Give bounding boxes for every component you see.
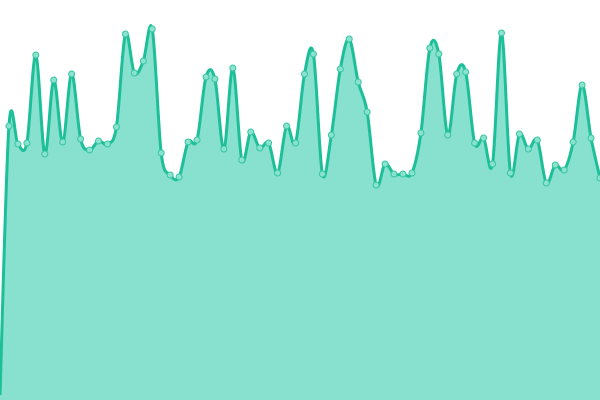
- data-point: [435, 50, 443, 58]
- data-point: [211, 75, 219, 83]
- data-point: [354, 78, 362, 86]
- data-point: [515, 130, 523, 138]
- data-point: [86, 146, 94, 154]
- data-point: [560, 166, 568, 174]
- data-point: [381, 160, 389, 168]
- data-point: [59, 138, 67, 146]
- data-point: [292, 139, 300, 147]
- data-point: [32, 51, 40, 59]
- data-point: [408, 169, 416, 177]
- data-point: [14, 140, 22, 148]
- data-point: [417, 129, 425, 137]
- data-point: [265, 139, 273, 147]
- data-point: [327, 131, 335, 139]
- data-point: [309, 50, 317, 58]
- data-point: [444, 131, 452, 139]
- data-point: [166, 171, 174, 179]
- data-point: [184, 138, 192, 146]
- data-point: [551, 161, 559, 169]
- data-point: [41, 150, 49, 158]
- data-point: [578, 81, 586, 89]
- data-point: [148, 25, 156, 33]
- data-point: [193, 136, 201, 144]
- data-point: [229, 64, 237, 72]
- data-point: [202, 73, 210, 81]
- data-point: [372, 181, 380, 189]
- data-point: [363, 108, 371, 116]
- data-point: [300, 70, 308, 78]
- data-point: [390, 170, 398, 178]
- data-point: [95, 137, 103, 145]
- data-point: [256, 144, 264, 152]
- data-point: [533, 136, 541, 144]
- data-point: [471, 139, 479, 147]
- data-point: [489, 160, 497, 168]
- data-point: [112, 123, 120, 131]
- data-point: [336, 65, 344, 73]
- area-fill: [0, 25, 600, 400]
- data-point: [130, 69, 138, 77]
- data-point: [220, 145, 228, 153]
- data-point: [238, 156, 246, 164]
- data-point: [506, 169, 514, 177]
- data-point: [462, 68, 470, 76]
- data-point: [318, 170, 326, 178]
- data-point: [68, 70, 76, 78]
- data-point: [274, 169, 282, 177]
- data-point: [283, 122, 291, 130]
- data-point: [542, 179, 550, 187]
- data-point: [569, 138, 577, 146]
- data-point: [587, 134, 595, 142]
- data-points: [5, 25, 600, 189]
- data-point: [50, 76, 58, 84]
- data-point: [596, 174, 600, 182]
- data-point: [5, 122, 13, 130]
- data-point: [524, 145, 532, 153]
- data-point: [399, 170, 407, 178]
- data-point: [345, 35, 353, 43]
- data-point: [121, 30, 129, 38]
- data-point: [103, 140, 111, 148]
- data-point: [497, 29, 505, 37]
- data-point: [157, 149, 165, 157]
- data-point: [426, 44, 434, 52]
- data-point: [247, 128, 255, 136]
- data-point: [480, 134, 488, 142]
- data-point: [139, 57, 147, 65]
- data-point: [175, 173, 183, 181]
- data-point: [77, 135, 85, 143]
- data-point: [23, 139, 31, 147]
- data-point: [453, 70, 461, 78]
